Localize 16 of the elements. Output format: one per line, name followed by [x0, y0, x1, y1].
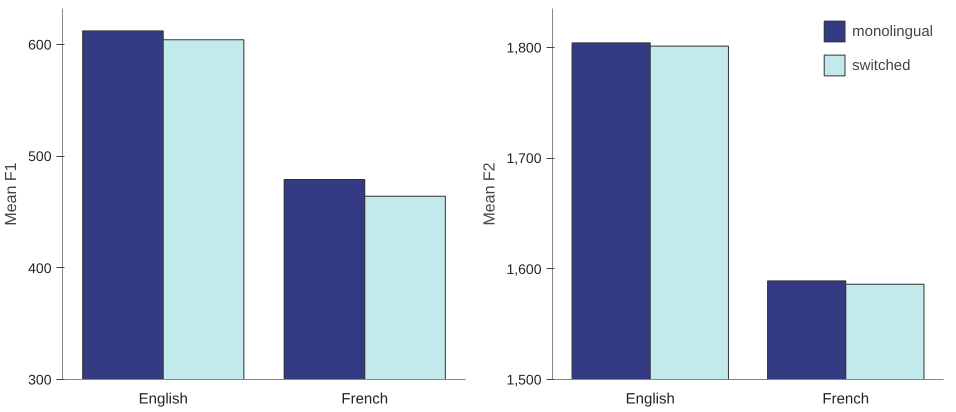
y-tick-label: 1,500	[506, 372, 542, 388]
x-tick-label: English	[138, 390, 188, 408]
y-axis-title: Mean F2	[481, 162, 498, 226]
x-tick-label: French	[341, 390, 388, 408]
y-tick-label: 300	[28, 372, 52, 388]
y-tick-label: 1,700	[506, 150, 542, 166]
x-tick-label: French	[822, 390, 870, 408]
legend-label: monolingual	[852, 22, 933, 40]
y-tick-label: 1,600	[506, 260, 542, 277]
y-tick-label: 400	[28, 260, 52, 276]
y-tick-label: 1,800	[506, 39, 542, 56]
y-tick-label: 500	[28, 148, 52, 164]
x-tick-label: English	[626, 390, 675, 408]
y-axis-title: Mean F1	[3, 162, 20, 226]
legend-label: switched	[852, 56, 910, 74]
y-tick-label: 600	[28, 36, 52, 52]
